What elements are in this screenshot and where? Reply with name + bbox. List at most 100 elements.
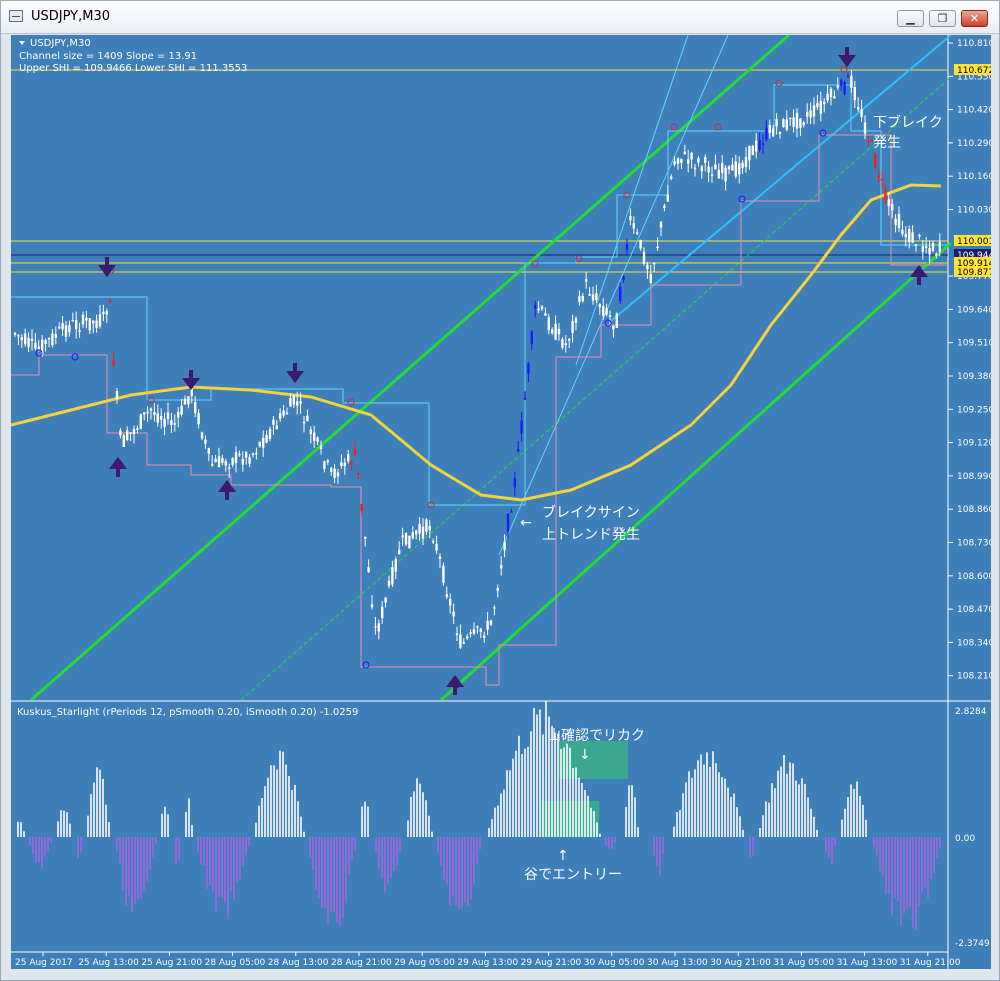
candle-body (415, 530, 418, 535)
candle-body (748, 145, 751, 161)
candle-body (717, 169, 720, 179)
candle-body (51, 333, 54, 346)
candle-body (523, 397, 527, 400)
time-tick-label: 31 Aug 05:00 (773, 958, 834, 968)
price-tick-label: 109.510 (957, 339, 991, 349)
candle-body (404, 532, 408, 545)
price-tick-label: 108.860 (957, 505, 991, 515)
candle-body (282, 410, 285, 416)
swing-point-marker (623, 191, 631, 199)
close-button[interactable]: ✕ (961, 10, 988, 27)
candle-body (537, 308, 540, 311)
candle-body (132, 428, 136, 435)
candle-body (904, 233, 907, 238)
candle-body (510, 511, 513, 513)
candle-body (173, 423, 176, 425)
swing-point-marker (147, 396, 155, 404)
candle-body (187, 396, 190, 405)
down-break-label: 下ブレイク (873, 114, 943, 131)
entry-label: 谷でエントリー (524, 867, 622, 883)
candle-body (625, 244, 629, 251)
candle-body (248, 457, 251, 464)
candle-body (476, 626, 479, 628)
candle-body (204, 439, 207, 444)
candle-body (758, 140, 761, 150)
candle-body (795, 113, 799, 129)
candle-body (394, 559, 397, 572)
moving-average-line (11, 183, 942, 502)
shi-info: Upper SHI = 109.9466 Lower SHI = 111.355… (19, 63, 247, 74)
candle-body (639, 239, 642, 249)
candle-body (673, 161, 676, 165)
minimize-button[interactable]: ▁ (897, 10, 924, 27)
candle-body (24, 333, 27, 345)
candle-body (95, 320, 98, 329)
candle-body (877, 175, 880, 178)
candle-body (799, 118, 802, 128)
window-titlebar[interactable]: USDJPY,M30 ▁ ❐ ✕ (1, 1, 999, 34)
candle-body (493, 607, 496, 609)
candle-body (921, 246, 924, 253)
swing-point-marker (775, 79, 783, 87)
left-arrow-icon: ← (520, 515, 532, 531)
candle-body (670, 176, 673, 179)
candle-body (622, 276, 625, 280)
candle-body (768, 124, 771, 133)
candle-body (384, 597, 387, 603)
candle-body (782, 119, 785, 128)
candle-body (449, 599, 452, 606)
candle-body (425, 519, 428, 532)
candle-body (360, 503, 363, 512)
candle-body (540, 306, 544, 310)
candle-body (126, 430, 129, 440)
price-tick-label: 110.420 (957, 106, 991, 116)
price-tick-label: 110.550 (957, 72, 991, 82)
candle-body (690, 152, 693, 160)
time-tick-label: 29 Aug 21:00 (521, 958, 582, 968)
candle-body (802, 122, 805, 126)
price-chart-area[interactable]: USDJPY,M30 Channel size = 1409 Slope = 1… (11, 35, 991, 969)
candle-body (58, 326, 61, 329)
candle-body (588, 294, 591, 296)
candle-body (568, 338, 571, 341)
candle-body (891, 203, 894, 211)
buy-arrow-icon (910, 265, 928, 285)
candle-body (693, 167, 697, 170)
candle-body (850, 75, 853, 88)
candle-body (129, 432, 132, 434)
candle-body (234, 452, 238, 463)
restore-button[interactable]: ❐ (929, 10, 956, 27)
candle-body (153, 412, 156, 415)
candle-body (680, 158, 683, 163)
starlight-histogram (17, 700, 941, 930)
candle-body (34, 342, 37, 349)
candle-body (506, 514, 510, 532)
time-tick-label: 25 Aug 2017 (15, 958, 73, 968)
candle-body (840, 79, 843, 86)
candle-body (520, 420, 523, 434)
swing-point-marker (604, 319, 612, 327)
time-tick-label: 30 Aug 05:00 (584, 958, 645, 968)
swing-point-marker (347, 398, 355, 406)
time-axis: 25 Aug 2017 25 Aug 13:00 25 Aug 21:00 28 Au… (15, 952, 961, 968)
time-tick-label: 30 Aug 13:00 (647, 958, 708, 968)
candle-body (578, 296, 581, 302)
candle-body (765, 127, 768, 140)
swing-point-marker (738, 195, 746, 203)
candle-body (466, 636, 469, 639)
candle-body (615, 313, 618, 328)
candle-body (483, 635, 486, 638)
candle-body (452, 611, 455, 617)
candle-body (75, 320, 78, 330)
candle-body (823, 101, 826, 105)
candle-body (54, 334, 57, 338)
candle-body (806, 112, 809, 117)
candle-body (149, 408, 153, 411)
candle-body (829, 88, 833, 98)
candle-body (826, 93, 829, 101)
candle-body (534, 304, 537, 309)
candle-body (309, 429, 312, 435)
buy-arrow-icon (446, 675, 464, 695)
candle-body (112, 360, 115, 366)
candle-body (265, 435, 268, 443)
